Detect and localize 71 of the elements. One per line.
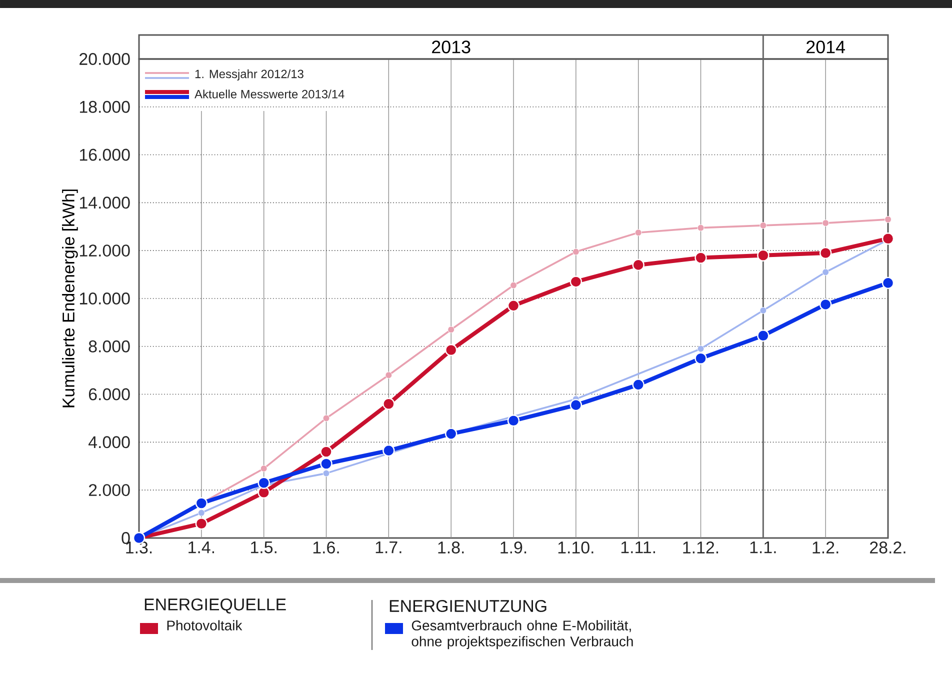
legend-label: Photovoltaik [167, 620, 242, 630]
x-tick-label: 28.2. [870, 542, 906, 554]
y-tick-label: 16.000 [80, 148, 130, 161]
point [382, 398, 395, 410]
point [884, 216, 892, 223]
x-tick-label: 1.4. [188, 542, 214, 554]
annotation: Aktuelle Messwerte 2013/14 [194, 90, 344, 98]
point [760, 307, 767, 314]
point [322, 414, 330, 422]
point [634, 229, 642, 236]
y-tick-label: 6.000 [88, 388, 130, 400]
point [195, 497, 208, 510]
point [510, 282, 517, 289]
point [822, 268, 830, 276]
x-tick-label: 1.12. [683, 542, 718, 554]
point [882, 232, 894, 245]
point [572, 248, 580, 256]
y-axis-title: Kumulierte Endenergie [kWh] [62, 190, 78, 408]
y-tick-label: 0 [122, 532, 130, 544]
x-tick-label: 1.8. [438, 542, 464, 554]
y-tick-label: 2.000 [88, 484, 130, 496]
point [507, 300, 520, 312]
y-tick-label: 18.000 [80, 100, 130, 113]
point [195, 518, 208, 530]
x-tick-label: 1.11. [621, 542, 655, 554]
point [320, 458, 332, 470]
x-tick-label: 1.1. [750, 542, 776, 554]
point [757, 249, 770, 262]
point [819, 298, 832, 311]
point [570, 276, 582, 288]
point [258, 476, 270, 489]
y-tick-label: 4.000 [88, 436, 130, 448]
x-tick-label: 1.7. [376, 542, 402, 554]
point [697, 224, 704, 232]
point [882, 276, 894, 290]
point [822, 220, 830, 226]
annotation: 1. Messjahr 2012/13 [195, 69, 304, 81]
point [694, 252, 707, 264]
point [694, 352, 707, 364]
point [444, 344, 458, 356]
legend-label: Gesamtverbrauch ohne E-Mobilität, ohne projektspezifischen Verbrauch [412, 620, 633, 650]
point [444, 428, 458, 440]
point [819, 246, 832, 260]
text: ENERGIENUTZUNG [390, 600, 546, 612]
point [632, 258, 644, 272]
x-tick-label: 1.10. [558, 542, 594, 554]
point [760, 222, 767, 229]
point [382, 444, 395, 457]
x-tick-label: 1.2. [812, 542, 838, 554]
point [697, 345, 704, 352]
x-tick-label: 1.6. [313, 542, 339, 554]
y-tick-label: 12.000 [80, 244, 130, 257]
point [322, 470, 330, 477]
y-tick-label: 20.000 [80, 52, 130, 65]
point [198, 509, 205, 516]
x-tick-label: 1.9. [500, 542, 526, 554]
point [570, 398, 582, 412]
text: 2014 [806, 40, 846, 54]
text: 2013 [432, 40, 470, 54]
point [320, 446, 332, 458]
point [448, 326, 455, 334]
x-tick-label: 1.5. [251, 542, 276, 554]
text: ENERGIEQUELLE [144, 598, 286, 614]
y-tick-label: 10.000 [80, 292, 130, 304]
point [757, 330, 770, 342]
y-tick-label: 14.000 [80, 196, 130, 209]
y-tick-label: 8.000 [88, 340, 130, 352]
point [385, 372, 392, 379]
point [260, 465, 268, 472]
point [507, 414, 520, 427]
point [632, 378, 644, 391]
